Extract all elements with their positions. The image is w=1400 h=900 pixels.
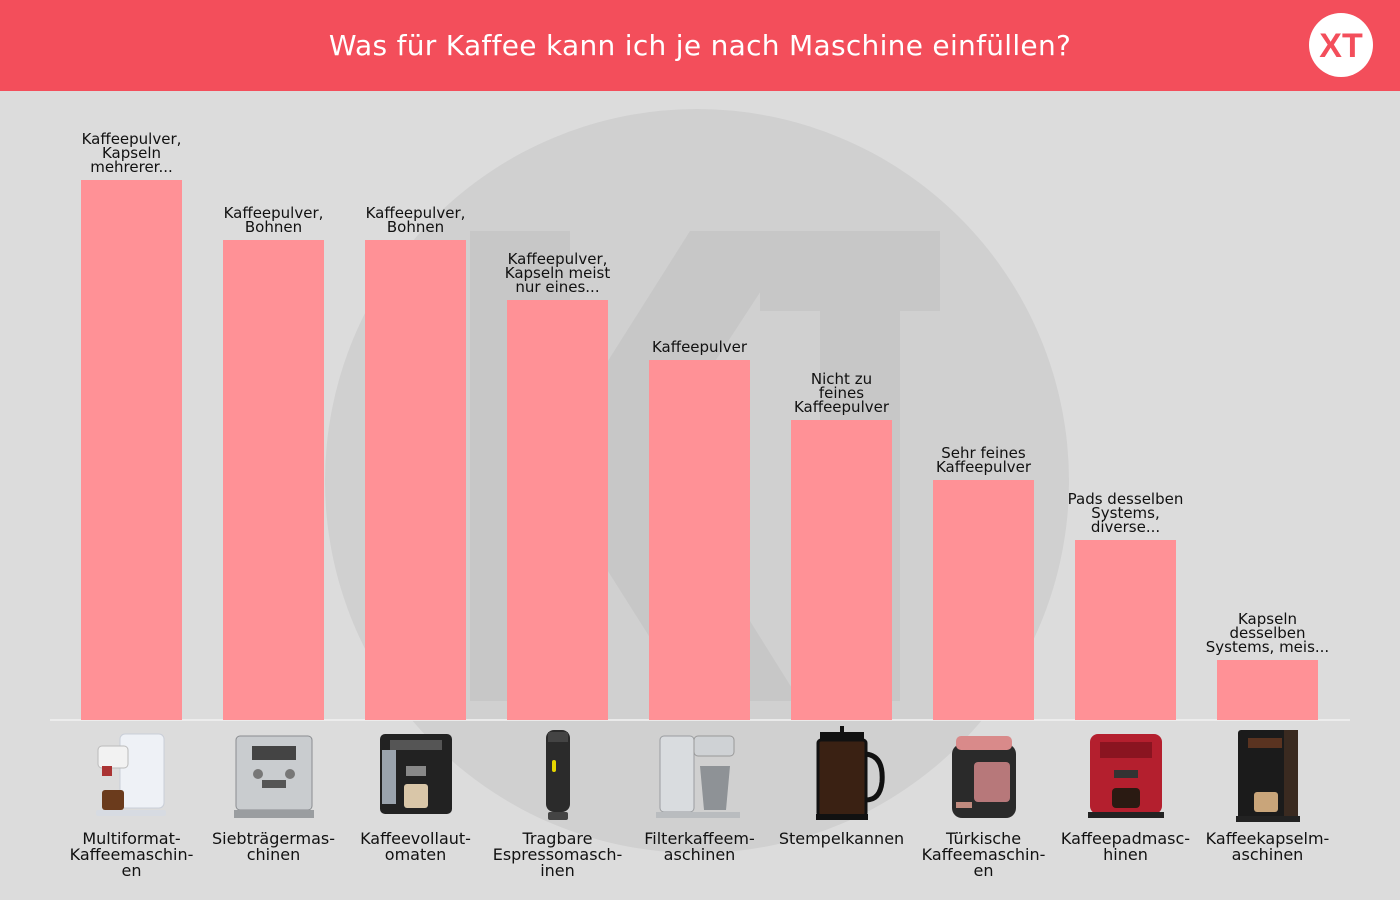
bar-label-8: Pads desselben Systems, diverse... bbox=[1051, 490, 1201, 536]
category-label-line: inen bbox=[540, 861, 575, 880]
category-label-line: Tragbare bbox=[522, 829, 593, 848]
french-press-icon bbox=[815, 726, 885, 820]
category-label-line: Multiformat- bbox=[82, 829, 181, 848]
category-label-line: Kaffeekapselm- bbox=[1205, 829, 1330, 848]
bar-label-line: Kaffeepulver, bbox=[507, 250, 608, 268]
category-label-line: Stempelkannen bbox=[778, 829, 905, 848]
category-label-5: Filterkaffeem-aschinen bbox=[629, 831, 771, 863]
bar-label-line: Bohnen bbox=[244, 218, 303, 236]
bar-9 bbox=[1217, 660, 1318, 720]
capsule-machine-icon bbox=[1235, 730, 1300, 822]
category-label-line: Türkische bbox=[945, 829, 1022, 848]
category-label-line: aschinen bbox=[663, 845, 736, 864]
turkish-coffee-machine-icon bbox=[951, 736, 1016, 818]
bar-label-9: Kapseln desselben Systems, meis... bbox=[1193, 610, 1343, 656]
bar-label-line: Systems, bbox=[1091, 504, 1160, 522]
category-label-line: en bbox=[973, 861, 994, 880]
bar-label-2: Kaffeepulver, Bohnen bbox=[199, 204, 349, 236]
bar-6 bbox=[791, 420, 892, 720]
category-label-line: Kaffeemaschin- bbox=[69, 845, 194, 864]
bar-label-4: Kaffeepulver, Kapseln meist nur eines... bbox=[483, 250, 633, 296]
category-label-2: Siebträgermas-chinen bbox=[203, 831, 345, 863]
portable-espresso-icon bbox=[545, 730, 570, 820]
category-label-line: Kaffeemaschin- bbox=[921, 845, 1046, 864]
bar-label-line: feines bbox=[818, 384, 865, 402]
bar-label-7: Sehr feines Kaffeepulver bbox=[909, 444, 1059, 476]
bar-label-line: Kaffeepulver bbox=[651, 338, 748, 356]
category-label-8: Kaffeepadmasc-hinen bbox=[1055, 831, 1197, 863]
bar-label-line: Pads desselben bbox=[1067, 490, 1184, 508]
category-label-line: Espressomasch- bbox=[492, 845, 623, 864]
bar-label-line: Kapseln meist bbox=[504, 264, 611, 282]
chart-title: Was für Kaffee kann ich je nach Maschine… bbox=[328, 29, 1072, 62]
category-label-line: Kaffeevollaut- bbox=[360, 829, 471, 848]
bars-group bbox=[81, 180, 1318, 720]
pad-machine-icon bbox=[1087, 734, 1164, 818]
category-label-6: Stempelkannen bbox=[771, 831, 913, 847]
category-label-line: Siebträgermas- bbox=[211, 829, 336, 848]
category-label-7: Türkische Kaffeemaschin-en bbox=[913, 831, 1055, 879]
category-label-line: Filterkaffeem- bbox=[644, 829, 755, 848]
bar-label-line: Kaffeepulver, bbox=[223, 204, 324, 222]
category-label-line: en bbox=[121, 861, 142, 880]
bar-label-line: nur eines... bbox=[515, 278, 600, 296]
logo-text: XT bbox=[1319, 27, 1363, 65]
bar-label-line: desselben bbox=[1229, 624, 1306, 642]
bar-label-5: Kaffeepulver bbox=[625, 338, 775, 356]
brand-logo-icon: XT bbox=[1309, 13, 1373, 77]
bar-label-line: Nicht zu bbox=[810, 370, 873, 388]
header-bar: Was für Kaffee kann ich je nach Maschine… bbox=[0, 0, 1400, 91]
category-label-4: Tragbare Espressomasch-inen bbox=[487, 831, 629, 879]
bar-8 bbox=[1075, 540, 1176, 720]
category-label-line: aschinen bbox=[1231, 845, 1304, 864]
bar-label-line: Kaffeepulver bbox=[935, 458, 1032, 476]
bar-label-1: Kaffeepulver, Kapseln mehrerer... bbox=[57, 130, 207, 176]
bar-label-6: Nicht zu feines Kaffeepulver bbox=[767, 370, 917, 416]
bar-2 bbox=[223, 240, 324, 720]
multiformat-machine-icon bbox=[95, 733, 166, 816]
category-label-line: hinen bbox=[1103, 845, 1148, 864]
bar-label-line: diverse... bbox=[1090, 518, 1161, 536]
category-label-line: Kaffeepadmasc- bbox=[1060, 829, 1191, 848]
category-label-line: omaten bbox=[384, 845, 447, 864]
bar-label-line: mehrerer... bbox=[90, 158, 173, 176]
category-label-1: Multiformat- Kaffeemaschin-en bbox=[61, 831, 203, 879]
portafilter-machine-icon bbox=[233, 735, 314, 818]
bar-label-line: Systems, meis... bbox=[1205, 638, 1330, 656]
bar-5 bbox=[649, 360, 750, 720]
category-label-9: Kaffeekapselm-aschinen bbox=[1197, 831, 1339, 863]
bar-label-line: Sehr feines bbox=[941, 444, 1026, 462]
bar-label-line: Kapseln bbox=[101, 144, 161, 162]
bar-label-line: Bohnen bbox=[386, 218, 445, 236]
bar-3 bbox=[365, 240, 466, 720]
bar-label-line: Kapseln bbox=[1237, 610, 1297, 628]
category-label-3: Kaffeevollaut-omaten bbox=[345, 831, 487, 863]
bar-label-line: Kaffeepulver bbox=[793, 398, 890, 416]
bar-label-line: Kaffeepulver, bbox=[365, 204, 466, 222]
category-label-line: chinen bbox=[246, 845, 301, 864]
filter-coffee-machine-icon bbox=[655, 735, 740, 818]
bar-4 bbox=[507, 300, 608, 720]
bar-label-3: Kaffeepulver, Bohnen bbox=[341, 204, 491, 236]
bar-1 bbox=[81, 180, 182, 720]
fully-automatic-machine-icon bbox=[379, 734, 452, 814]
bar-label-line: Kaffeepulver, bbox=[81, 130, 182, 148]
bar-7 bbox=[933, 480, 1034, 720]
